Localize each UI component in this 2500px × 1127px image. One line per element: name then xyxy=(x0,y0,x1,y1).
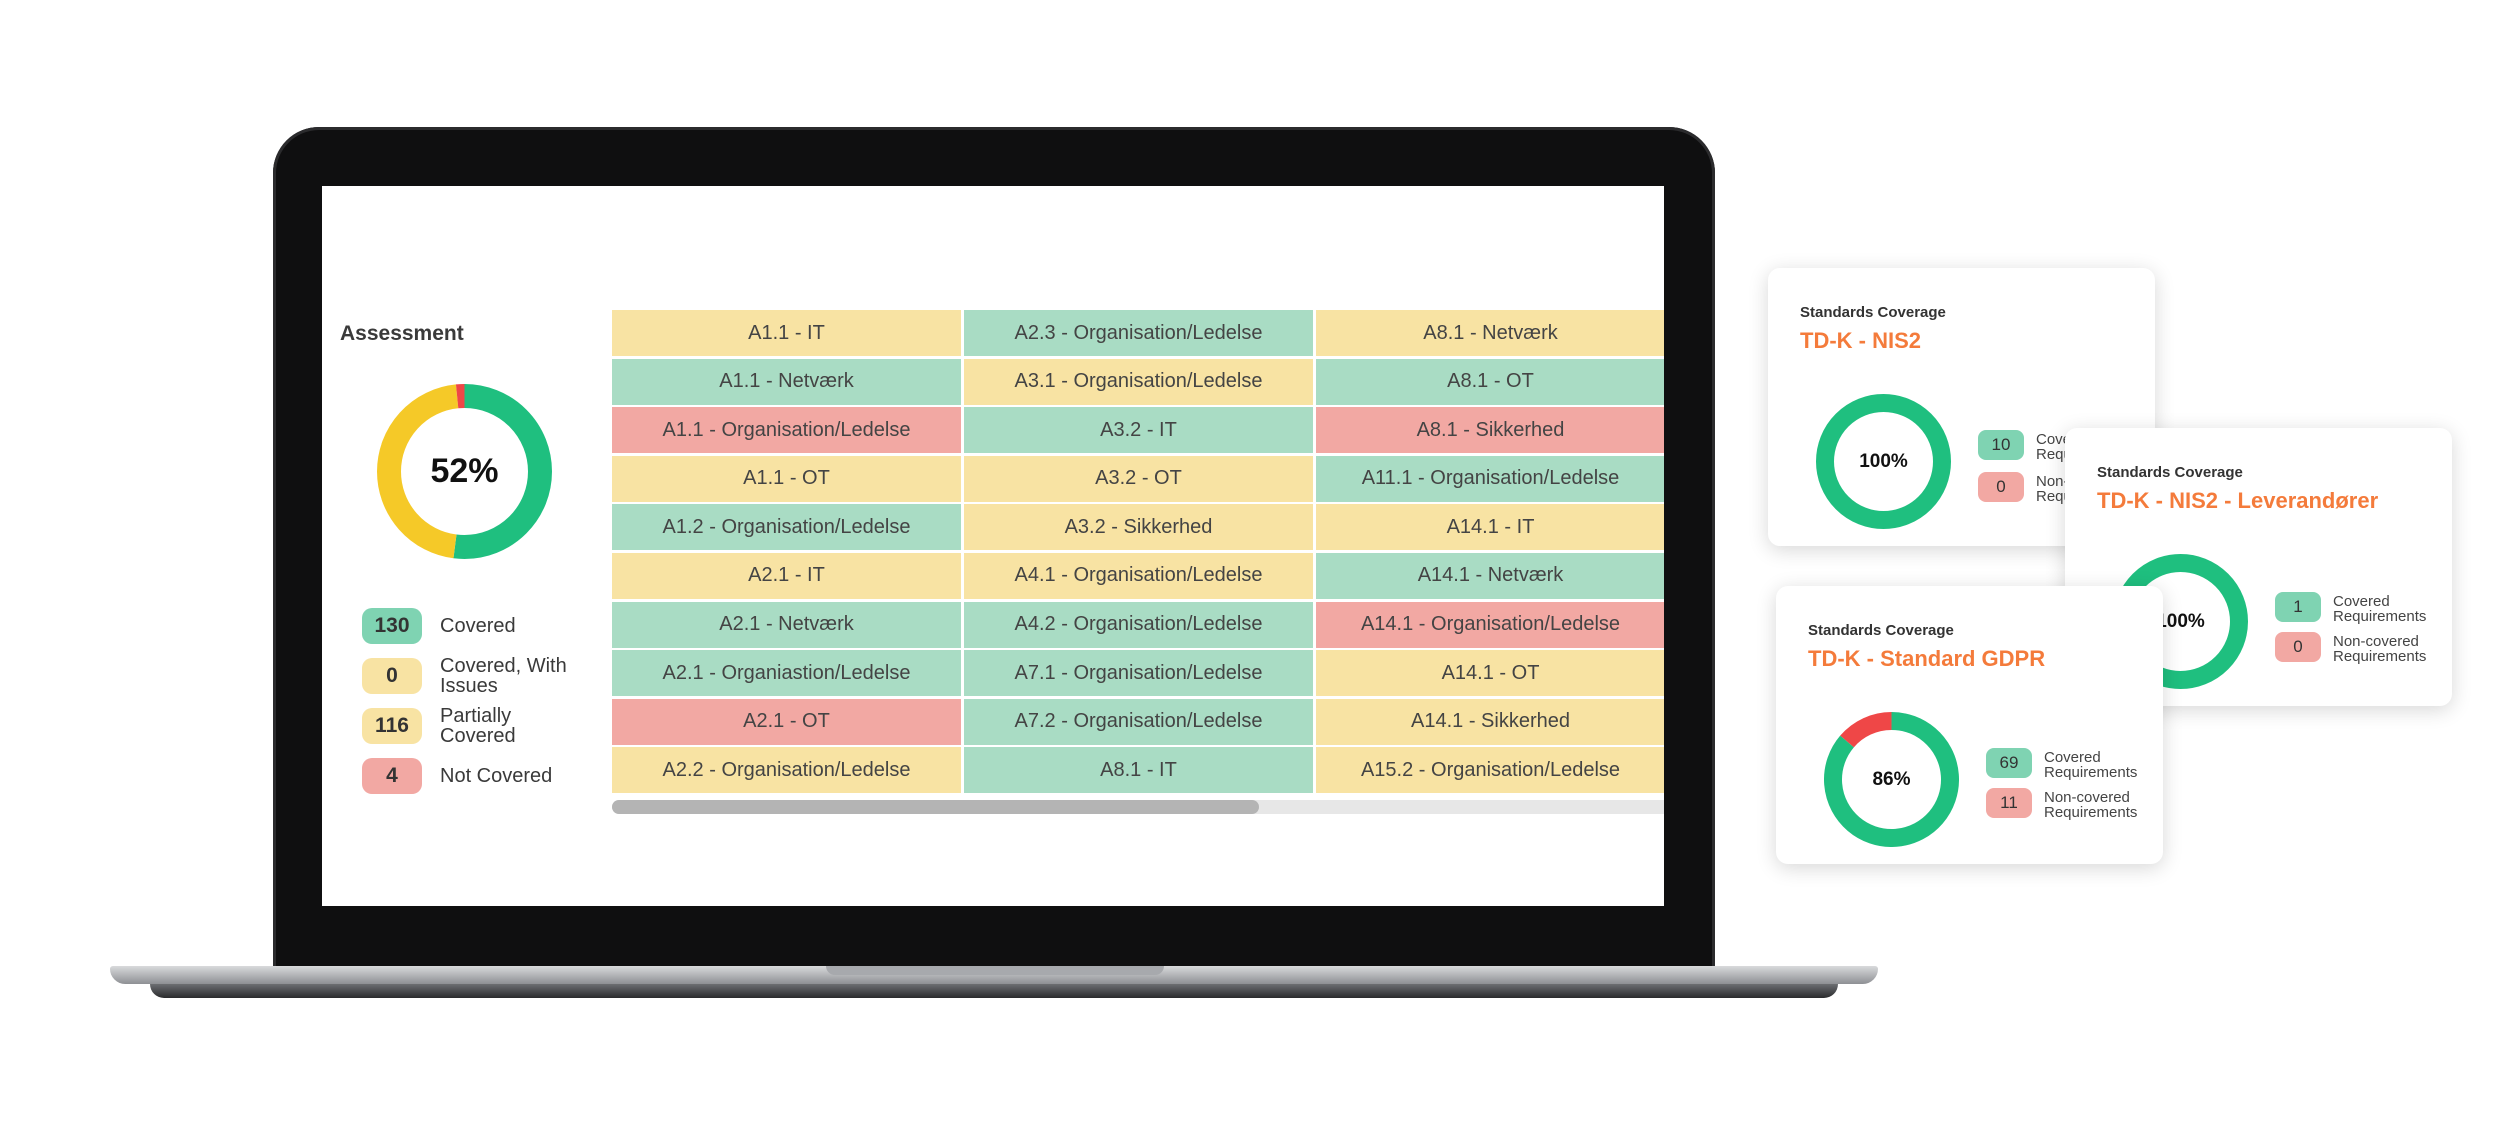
legend-count-badge: 4 xyxy=(362,758,422,794)
assessment-percent: 52% xyxy=(430,452,499,490)
control-cell[interactable]: A3.2 - Sikkerhed xyxy=(964,504,1313,551)
assessment-legend: 130 Covered 0 Covered, With Issues 116 P… xyxy=(362,601,580,801)
coverage-percent: 100% xyxy=(1859,450,1908,472)
grid-row: A1.1 - Netværk A3.1 - Organisation/Ledels… xyxy=(612,358,1664,405)
card-title: TD-K - NIS2 - Leverandører xyxy=(2097,488,2379,513)
donut-segment-covered xyxy=(1816,394,1951,529)
legend-label: Not Covered xyxy=(440,765,553,787)
covered-count-badge: 10 xyxy=(1978,430,2024,460)
non-covered-count-badge: 11 xyxy=(1986,788,2032,818)
legend-item-covered: 130 Covered xyxy=(362,601,580,651)
coverage-percent: 100% xyxy=(2156,610,2205,632)
grid-row: A2.1 - Organiastion/Ledelse A7.1 - Organi… xyxy=(612,650,1664,697)
control-cell[interactable]: A14.1 - IT xyxy=(1316,504,1664,551)
laptop-base xyxy=(110,966,1878,984)
assessment-title: Assessment xyxy=(340,322,464,345)
control-cell[interactable]: A4.1 - Organisation/Ledelse xyxy=(964,552,1313,599)
laptop-opening-notch xyxy=(826,966,1164,975)
control-cell[interactable]: A2.1 - Netværk xyxy=(612,601,961,648)
legend-label: Covered, With Issues xyxy=(440,655,567,697)
scrollbar-thumb[interactable] xyxy=(612,800,1259,814)
control-cell[interactable]: A2.3 - Organisation/Ledelse xyxy=(964,310,1313,356)
control-cell[interactable]: A8.1 - IT xyxy=(964,747,1313,794)
legend-count-badge: 130 xyxy=(362,608,422,644)
non-covered-count-badge: 0 xyxy=(2275,632,2321,662)
control-cell[interactable]: A14.1 - Sikkerhed xyxy=(1316,698,1664,745)
control-cell[interactable]: A1.1 - OT xyxy=(612,455,961,502)
covered-count-badge: 69 xyxy=(1986,748,2032,778)
legend-label: Partially Covered xyxy=(440,705,516,747)
covered-label: Covered Requirements xyxy=(2044,749,2138,781)
non-covered-label: Non-covered Requirements xyxy=(2044,789,2138,821)
legend-item-partially-covered: 116 Partially Covered xyxy=(362,701,580,751)
card-title: TD-K - NIS2 xyxy=(1800,328,1921,353)
donut-segment-partially-covered xyxy=(377,384,552,559)
control-cell[interactable]: A1.2 - Organisation/Ledelse xyxy=(612,504,961,551)
horizontal-scrollbar[interactable] xyxy=(612,800,1664,814)
grid-row: A2.1 - IT A4.1 - Organisation/Ledelse A14.… xyxy=(612,552,1664,599)
covered-label: Covered Requirements xyxy=(2333,593,2427,625)
control-cell[interactable]: A1.1 - IT xyxy=(612,310,961,356)
grid-row: A2.1 - OT A7.2 - Organisation/Ledelse A14.… xyxy=(612,698,1664,745)
assessment-donut-chart: 52% xyxy=(377,384,552,559)
control-cell[interactable]: A15.2 - Organisation/Ledelse xyxy=(1316,747,1664,794)
non-covered-label: Non-covered Requirements xyxy=(2333,633,2427,665)
control-cell[interactable]: A3.2 - IT xyxy=(964,407,1313,454)
grid-row: A1.1 - OT A3.2 - OT A11.1 - Organisation/L… xyxy=(612,455,1664,502)
legend-item-covered-with-issues: 0 Covered, With Issues xyxy=(362,651,580,701)
card-label: Standards Coverage xyxy=(1808,622,1954,639)
control-grid: A1.1 - IT A2.3 - Organisation/Ledelse A8.1… xyxy=(612,310,1664,796)
control-cell[interactable]: A11.1 - Organisation/Ledelse xyxy=(1316,455,1664,502)
laptop-screen: Assessment 52% 130 Covered 0 Covered, Wi… xyxy=(322,186,1664,906)
coverage-percent: 86% xyxy=(1872,768,1911,790)
control-cell[interactable]: A14.1 - Netværk xyxy=(1316,552,1664,599)
grid-row: A2.2 - Organisation/Ledelse A8.1 - IT A15.… xyxy=(612,747,1664,794)
control-cell[interactable]: A2.1 - OT xyxy=(612,698,961,745)
legend-count-badge: 116 xyxy=(362,708,422,744)
control-cell[interactable]: A8.1 - Netværk xyxy=(1316,310,1664,356)
grid-row: A1.1 - Organisation/Ledelse A3.2 - IT A8.1… xyxy=(612,407,1664,454)
control-cell[interactable]: A3.1 - Organisation/Ledelse xyxy=(964,358,1313,405)
grid-row: A1.2 - Organisation/Ledelse A3.2 - Sikker… xyxy=(612,504,1664,551)
card-label: Standards Coverage xyxy=(1800,304,1946,321)
grid-row: A1.1 - IT A2.3 - Organisation/Ledelse A8.1… xyxy=(612,310,1664,356)
control-cell[interactable]: A4.2 - Organisation/Ledelse xyxy=(964,601,1313,648)
non-covered-count-badge: 0 xyxy=(1978,472,2024,502)
control-cell[interactable]: A2.1 - IT xyxy=(612,552,961,599)
control-cell[interactable]: A8.1 - Sikkerhed xyxy=(1316,407,1664,454)
standards-coverage-card-gdpr[interactable]: Standards Coverage TD-K - Standard GDPR … xyxy=(1776,586,2163,864)
legend-label: Covered xyxy=(440,615,516,637)
control-cell[interactable]: A1.1 - Netværk xyxy=(612,358,961,405)
control-cell[interactable]: A3.2 - OT xyxy=(964,455,1313,502)
control-cell[interactable]: A2.2 - Organisation/Ledelse xyxy=(612,747,961,794)
control-cell[interactable]: A14.1 - OT xyxy=(1316,650,1664,697)
coverage-donut: 86% xyxy=(1824,712,1959,847)
control-cell[interactable]: A14.1 - Organisation/Ledelse xyxy=(1316,601,1664,648)
legend-item-not-covered: 4 Not Covered xyxy=(362,751,580,801)
legend-count-badge: 0 xyxy=(362,658,422,694)
card-label: Standards Coverage xyxy=(2097,464,2243,481)
coverage-donut: 100% xyxy=(1816,394,1951,529)
donut-segment-not-covered xyxy=(377,384,552,559)
control-cell[interactable]: A2.1 - Organiastion/Ledelse xyxy=(612,650,961,697)
control-cell[interactable]: A8.1 - OT xyxy=(1316,358,1664,405)
covered-count-badge: 1 xyxy=(2275,592,2321,622)
grid-row: A2.1 - Netværk A4.2 - Organisation/Ledels… xyxy=(612,601,1664,648)
card-title: TD-K - Standard GDPR xyxy=(1808,646,2046,671)
laptop-base-bottom xyxy=(150,984,1838,998)
control-cell[interactable]: A7.2 - Organisation/Ledelse xyxy=(964,698,1313,745)
control-cell[interactable]: A7.1 - Organisation/Ledelse xyxy=(964,650,1313,697)
donut-segment-non-covered xyxy=(1824,712,1959,847)
control-cell[interactable]: A1.1 - Organisation/Ledelse xyxy=(612,407,961,454)
